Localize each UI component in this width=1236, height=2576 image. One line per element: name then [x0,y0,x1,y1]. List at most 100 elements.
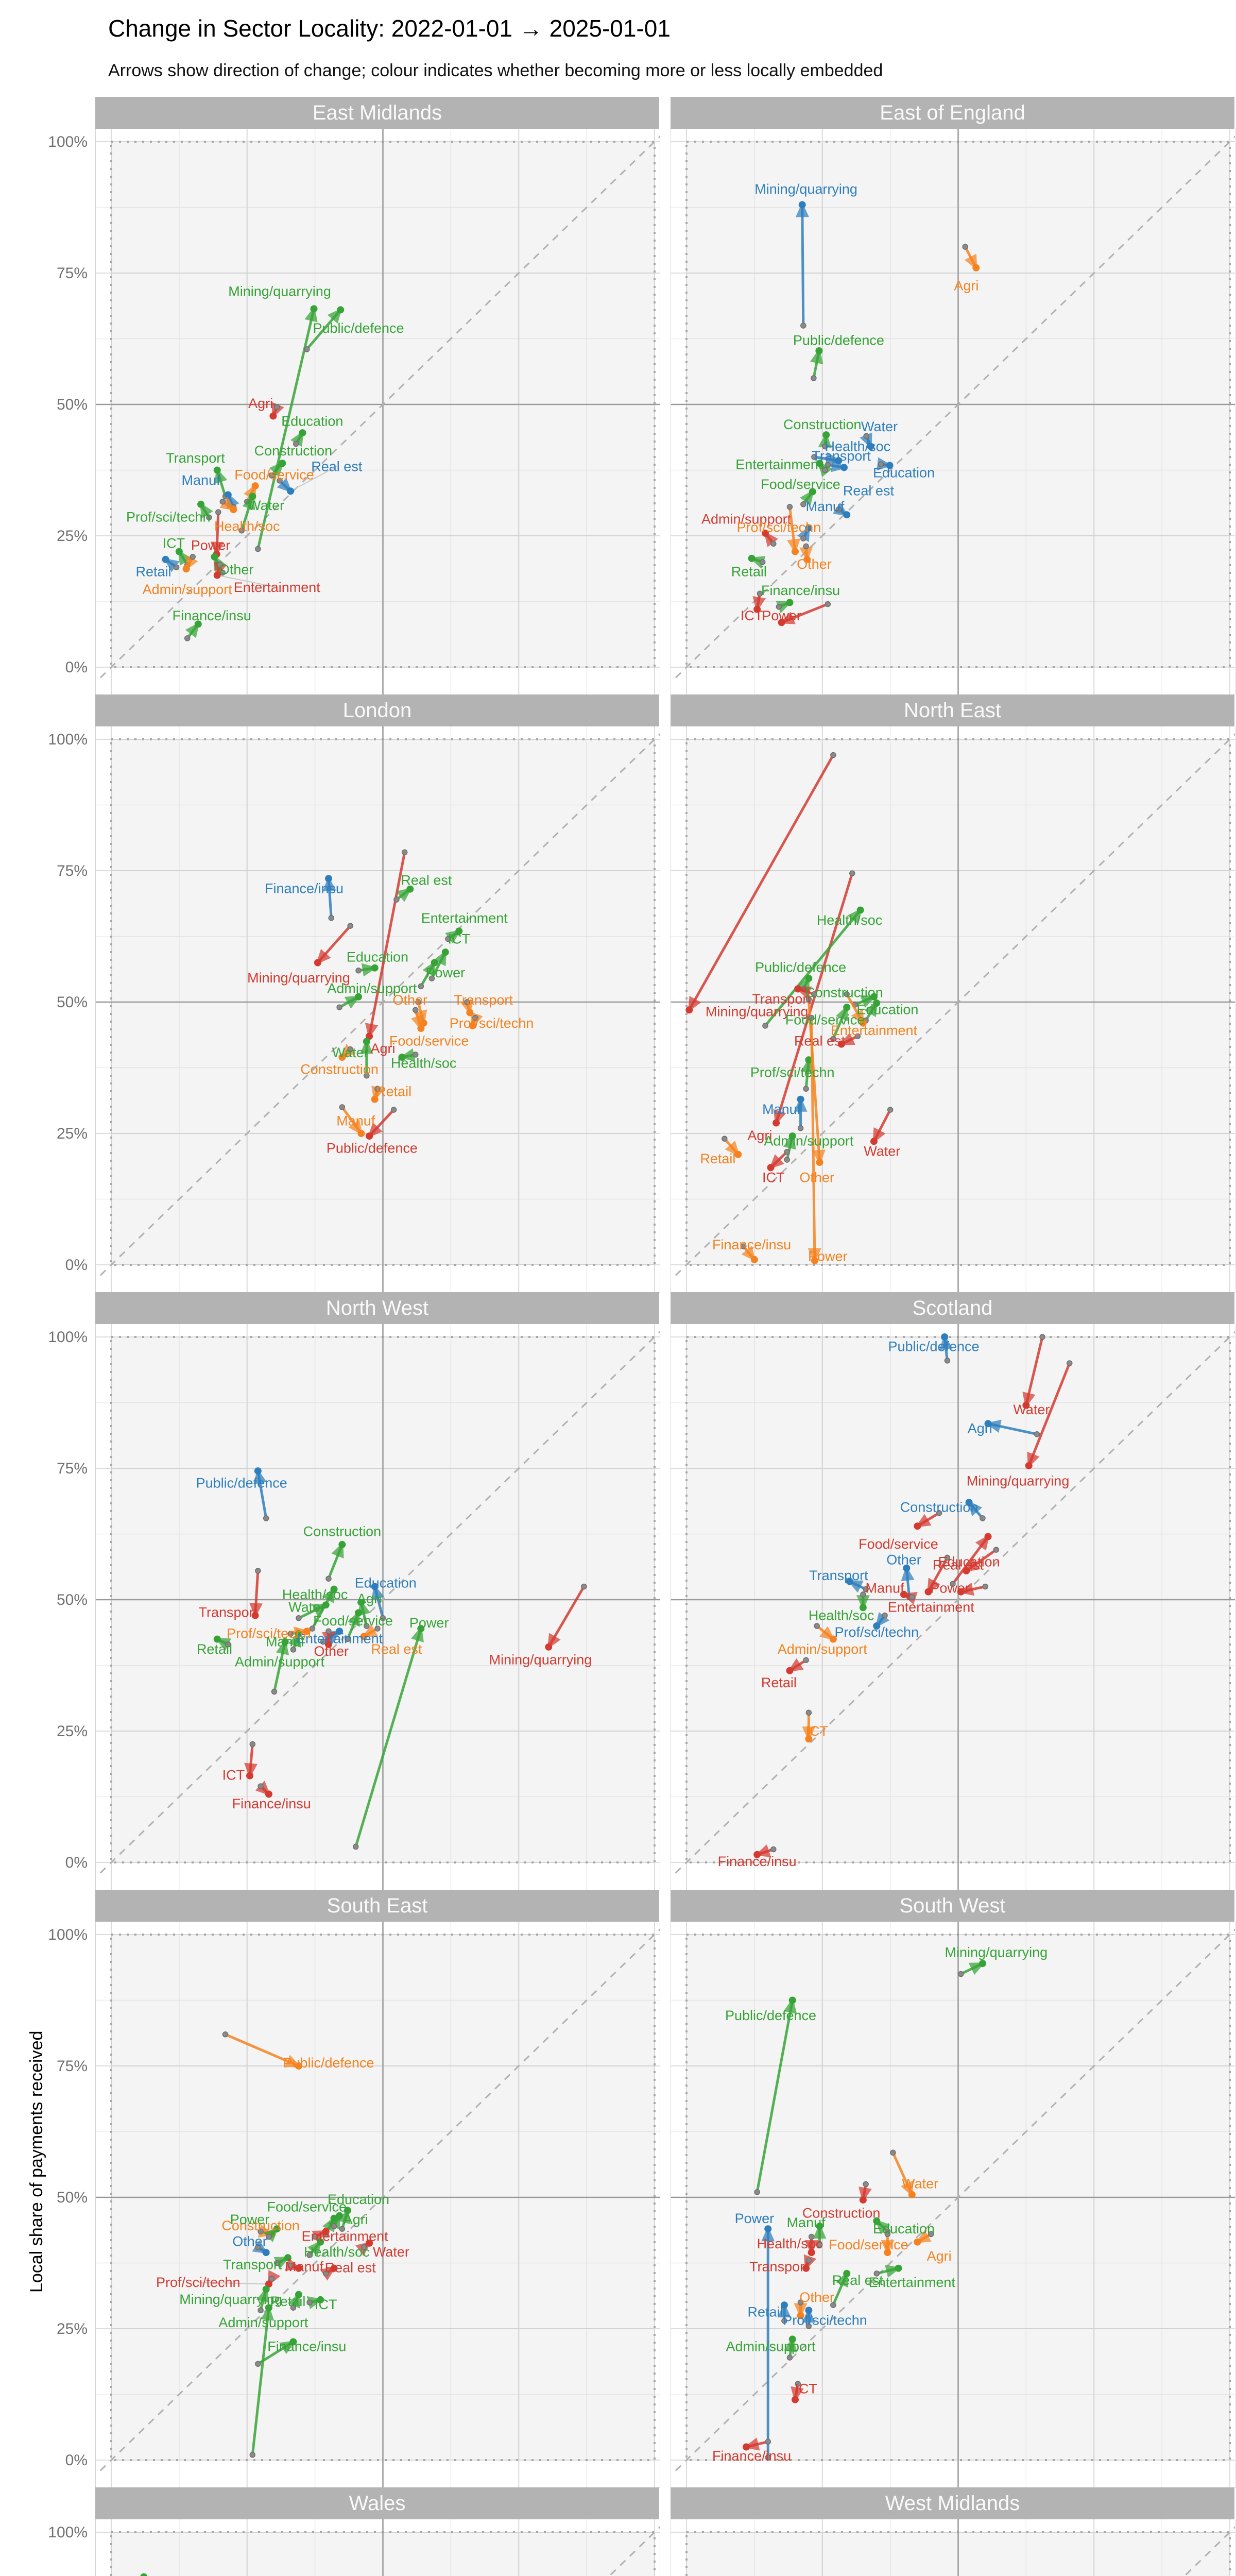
sector-label-real-est: Real est [933,1557,984,1573]
sector-label-real-est: Real est [311,459,363,474]
sector-label-transport: Transport [199,1604,258,1620]
sector-label-ict: ICT [762,1170,785,1185]
sector-label-agri: Agri [954,278,978,293]
sector-label-food-service: Food/service [267,2199,347,2214]
sector-label-health-soc: Health/soc [391,1055,457,1071]
sector-label-finance-insu: Finance/insu [267,2339,346,2354]
sector-label-mining-quarrying: Mining/quarrying [706,1004,809,1019]
sector-label-ict: ICT [163,535,185,551]
facet-south-east: South East Public/defence Education Food/se… [95,1890,660,2488]
sector-label-mining-quarrying: Mining/quarrying [247,970,350,986]
sector-label-health-soc: Health/soc [304,2244,370,2260]
facet-strip-north-west: North West [95,1292,659,1324]
sector-label-retail: Retail [376,1083,411,1099]
sector-label-ict: ICT [222,1768,245,1783]
facet-panel-east-of-england: Mining/quarrying Agri Public/defence Constr… [671,129,1235,695]
sector-label-construction: Construction [300,1062,379,1077]
sector-label-entertainment: Entertainment [302,2228,389,2244]
sector-label-manuf: Manuf [806,499,845,514]
sector-label-retail: Retail [747,2304,783,2319]
facet-panel-london: Finance/insu Mining/quarrying Agri Real est… [95,726,660,1293]
sector-label-power: Power [230,2212,270,2227]
sector-label-health-soc: Health/soc [809,1608,874,1623]
sector-label-agri: Agri [248,396,273,411]
sector-label-transport: Transport [223,2257,282,2273]
sector-label-other: Other [232,2234,267,2249]
page-subtitle: Arrows show direction of change; colour … [108,61,883,80]
sector-label-prof-sci-techn: Prof/sci/techn [156,2275,241,2290]
facet-panel-east-midlands: Mining/quarrying Public/defence Agri Educat… [95,129,660,695]
sector-label-other: Other [219,562,254,577]
sector-label-manuf: Manuf [266,1634,305,1650]
sector-label-ict: ICT [795,2381,817,2396]
sector-label-real-est: Real est [325,2260,376,2276]
sector-label-public-defence: Public/defence [327,1141,418,1156]
sector-label-real-est: Real est [843,483,895,498]
facet-panel-scotland: Public/defence Water Mining/quarrying Agri C… [671,1324,1235,1890]
sector-label-entertainment: Entertainment [831,1023,918,1038]
sector-label-prof-sci-techn: Prof/sci/techn [834,1624,919,1640]
sector-label-entertainment: Entertainment [888,1599,975,1615]
sector-label-food-service: Food/service [785,1012,865,1028]
sector-label-power: Power [426,965,466,980]
sector-label-prof-sci-techn: Prof/sci/techn [227,1625,311,1641]
sector-label-agri: Agri [747,1128,772,1143]
y-tick: 75% [56,2058,88,2075]
facet-strip-north-east: North East [671,694,1234,726]
sector-label-health-soc: Health/soc [282,1587,348,1602]
sector-label-water: Water [373,2244,409,2260]
sector-label-agri: Agri [370,1041,395,1056]
sector-label-agri: Agri [927,2248,952,2264]
sector-label-prof-sci-techn: Prof/sci/techn [126,509,211,524]
sector-label-agri: Agri [344,2212,368,2227]
facet-strip-east-of-england: East of England [671,97,1234,129]
sector-label-water: Water [1013,1402,1050,1417]
facet-south-west: South West Mining/quarrying Public/defence… [671,1890,1235,2488]
facet-west-midlands: West MidlandsMining/quarryingPublic/defe… [671,2487,1235,2576]
sector-label-health-soc: Health/soc [825,439,891,454]
facet-strip-south-west: South West [671,1890,1234,1922]
sector-label-health-soc: Health/soc [214,519,280,534]
sector-label-other: Other [797,556,832,572]
sector-label-other: Other [314,1643,349,1659]
facet-strip-east-midlands: East Midlands [95,97,659,129]
sector-label-health-soc: Health/soc [817,912,883,928]
sector-label-entertainment: Entertainment [234,580,321,595]
sector-label-other: Other [799,2290,834,2305]
facet-strip-scotland: Scotland [671,1292,1234,1324]
y-tick: 100% [48,2524,88,2541]
page-title: Change in Sector Locality: 2022-01-01 → … [108,15,671,42]
facet-strip-wales: Wales [95,2487,659,2519]
sector-label-admin-support: Admin/support [327,980,417,996]
facet-panel-north-west: Public/defence Construction Education Healt… [95,1324,660,1890]
sector-label-transport: Transport [166,450,225,466]
sector-label-public-defence: Public/defence [725,2008,816,2023]
sector-label-construction: Construction [900,1499,978,1515]
sector-label-mining-quarrying: Mining/quarrying [967,1473,1070,1488]
y-tick: 50% [56,1591,88,1608]
sector-label-construction: Construction [221,2218,300,2233]
sector-label-finance-insu: Finance/insu [718,1854,797,1869]
sector-label-other: Other [799,1170,834,1185]
sector-label-transport: Transport [749,2259,809,2275]
sector-label-public-defence: Public/defence [888,1338,979,1354]
sector-label-retail: Retail [197,1641,232,1657]
sector-label-manuf: Manuf [787,2215,826,2230]
y-tick: 0% [65,1257,88,1274]
facet-london: London Finance/insu Mining/quarrying Agri Re… [95,694,660,1293]
sector-label-water: Water [332,1045,369,1060]
sector-label-prof-sci-techn: Prof/sci/techn [450,1015,534,1031]
sector-label-education: Education [347,949,408,964]
sector-label-finance-insu: Finance/insu [265,881,344,896]
sector-label-public-defence: Public/defence [755,960,846,975]
sector-label-water: Water [902,2176,938,2191]
sector-label-food-service: Food/service [313,1613,393,1629]
sector-label-manuf: Manuf [866,1581,905,1596]
y-tick: 75% [56,862,88,879]
sector-label-finance-insu: Finance/insu [173,608,251,623]
facet-north-east: North East Mining/quarrying Agri Health/soc… [671,694,1235,1293]
sector-label-retail: Retail [761,1675,797,1690]
sector-label-retail: Retail [731,564,767,579]
sector-label-power: Power [409,1615,449,1631]
sector-label-mining-quarrying: Mining/quarrying [754,181,857,197]
